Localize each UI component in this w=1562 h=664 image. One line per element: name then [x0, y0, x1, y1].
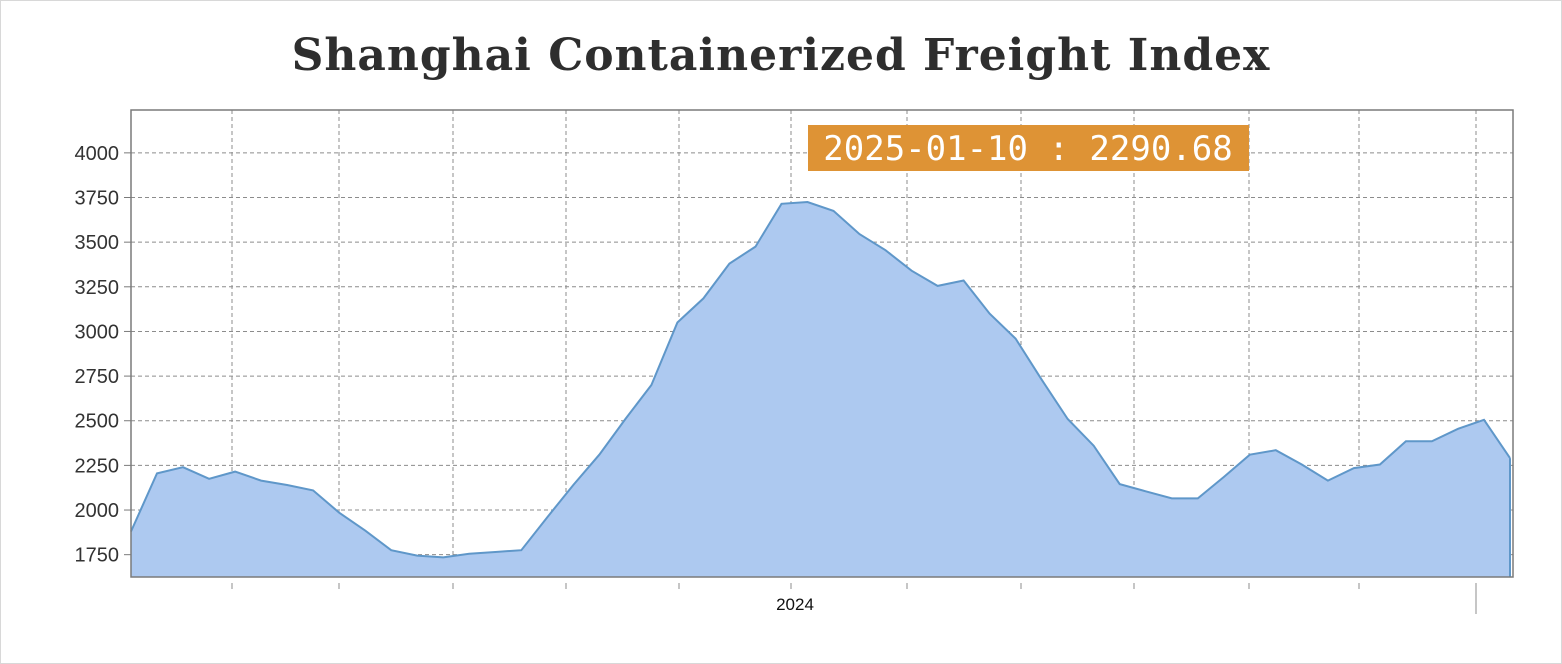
series-area: [131, 202, 1510, 577]
y-tick-label: 2000: [75, 500, 120, 522]
tooltip-label: 2025-01-10 : 2290.68: [823, 129, 1232, 169]
y-tick-label: 4000: [75, 143, 120, 165]
y-tick-label: 2500: [75, 411, 120, 433]
y-tick-label: 2750: [75, 366, 120, 388]
tooltip-box: [808, 125, 1249, 171]
y-tick-label: 3250: [75, 277, 120, 299]
x-tick-label: 2024: [776, 595, 814, 614]
y-tick-label: 3500: [75, 232, 120, 254]
y-tick-label: 3000: [75, 321, 120, 343]
y-tick-label: 3750: [75, 188, 120, 210]
chart-title: Shanghai Containerized Freight Index: [291, 30, 1271, 81]
y-tick-label: 1750: [75, 545, 120, 567]
y-tick-label: 2250: [75, 455, 120, 477]
plot-border: [130, 109, 1514, 578]
series-line: [130, 200, 1511, 559]
